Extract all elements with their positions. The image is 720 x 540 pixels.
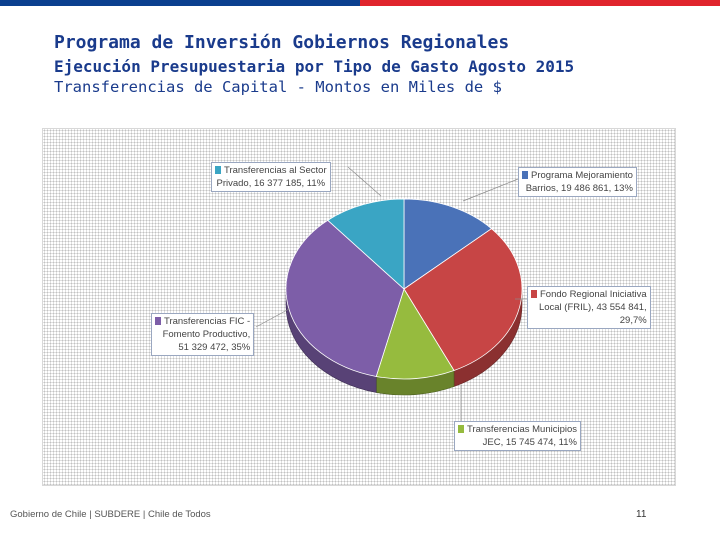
pie-chart (255, 166, 527, 421)
slice-label-fic: Transferencias FIC - Fomento Productivo,… (151, 313, 255, 356)
legend-swatch-fril (531, 290, 537, 298)
footer-text: Gobierno de Chile | SUBDERE | Chile de T… (10, 509, 211, 520)
pie-slice-mejoramiento-barrios (403, 198, 493, 290)
legend-swatch-fic (155, 317, 161, 325)
legend-swatch-mejoramiento-barrios (522, 171, 528, 179)
slice-label-line: JEC, 15 745 474, 11% (482, 437, 577, 448)
legend-swatch-municipios-jec (458, 425, 464, 433)
legend-swatch-sector-privado (215, 166, 221, 174)
pie-slice-municipios-jec (375, 288, 455, 380)
slice-label-fril: Fondo Regional Iniciativa Local (FRIL), … (527, 286, 651, 329)
pie-slice-fic (285, 219, 405, 377)
flag-blue-stripe (0, 0, 360, 6)
slice-label-line: 29,7% (619, 315, 647, 326)
flag-red-stripe (360, 0, 720, 6)
pie-slice-sector-privado (327, 198, 405, 290)
slice-label-line: Fomento Productivo, (162, 329, 251, 340)
leader-line-fic (255, 308, 290, 328)
slice-label-sector-privado: Transferencias al Sector Privado, 16 377… (211, 162, 331, 192)
slice-label-line: Local (FRIL), 43 554 841, (538, 302, 647, 313)
page-subtitle: Ejecución Presupuestaria por Tipo de Gas… (54, 57, 575, 76)
flag-bar (0, 0, 720, 6)
page-subtitle-units: Transferencias de Capital - Montos en Mi… (54, 78, 502, 96)
pie-slice-fril (403, 228, 523, 372)
slice-label-line: Transferencias Municipios (467, 424, 577, 435)
slice-label-line: Barrios, 19 486 861, 13% (525, 183, 633, 194)
leader-line-sector-privado (347, 166, 382, 197)
slice-label-municipios-jec: Transferencias Municipios JEC, 15 745 47… (454, 421, 581, 451)
slice-label-line: Fondo Regional Iniciativa (540, 289, 647, 300)
slice-label-line: Transferencias FIC - (164, 316, 251, 327)
slice-label-mejoramiento-barrios: Programa Mejoramiento Barrios, 19 486 86… (518, 167, 637, 197)
slice-label-line: Transferencias al Sector (224, 165, 327, 176)
slice-label-line: 51 329 472, 35% (178, 342, 251, 353)
page-title: Programa de Inversión Gobiernos Regional… (54, 32, 510, 53)
slice-label-line: Privado, 16 377 185, 11% (216, 178, 326, 189)
leader-line-mejoramiento-barrios (462, 178, 519, 202)
slice-label-line: Programa Mejoramiento (531, 170, 633, 181)
page-number: 11 (636, 509, 647, 520)
chart-plot-area: Transferencias al Sector Privado, 16 377… (42, 128, 676, 486)
